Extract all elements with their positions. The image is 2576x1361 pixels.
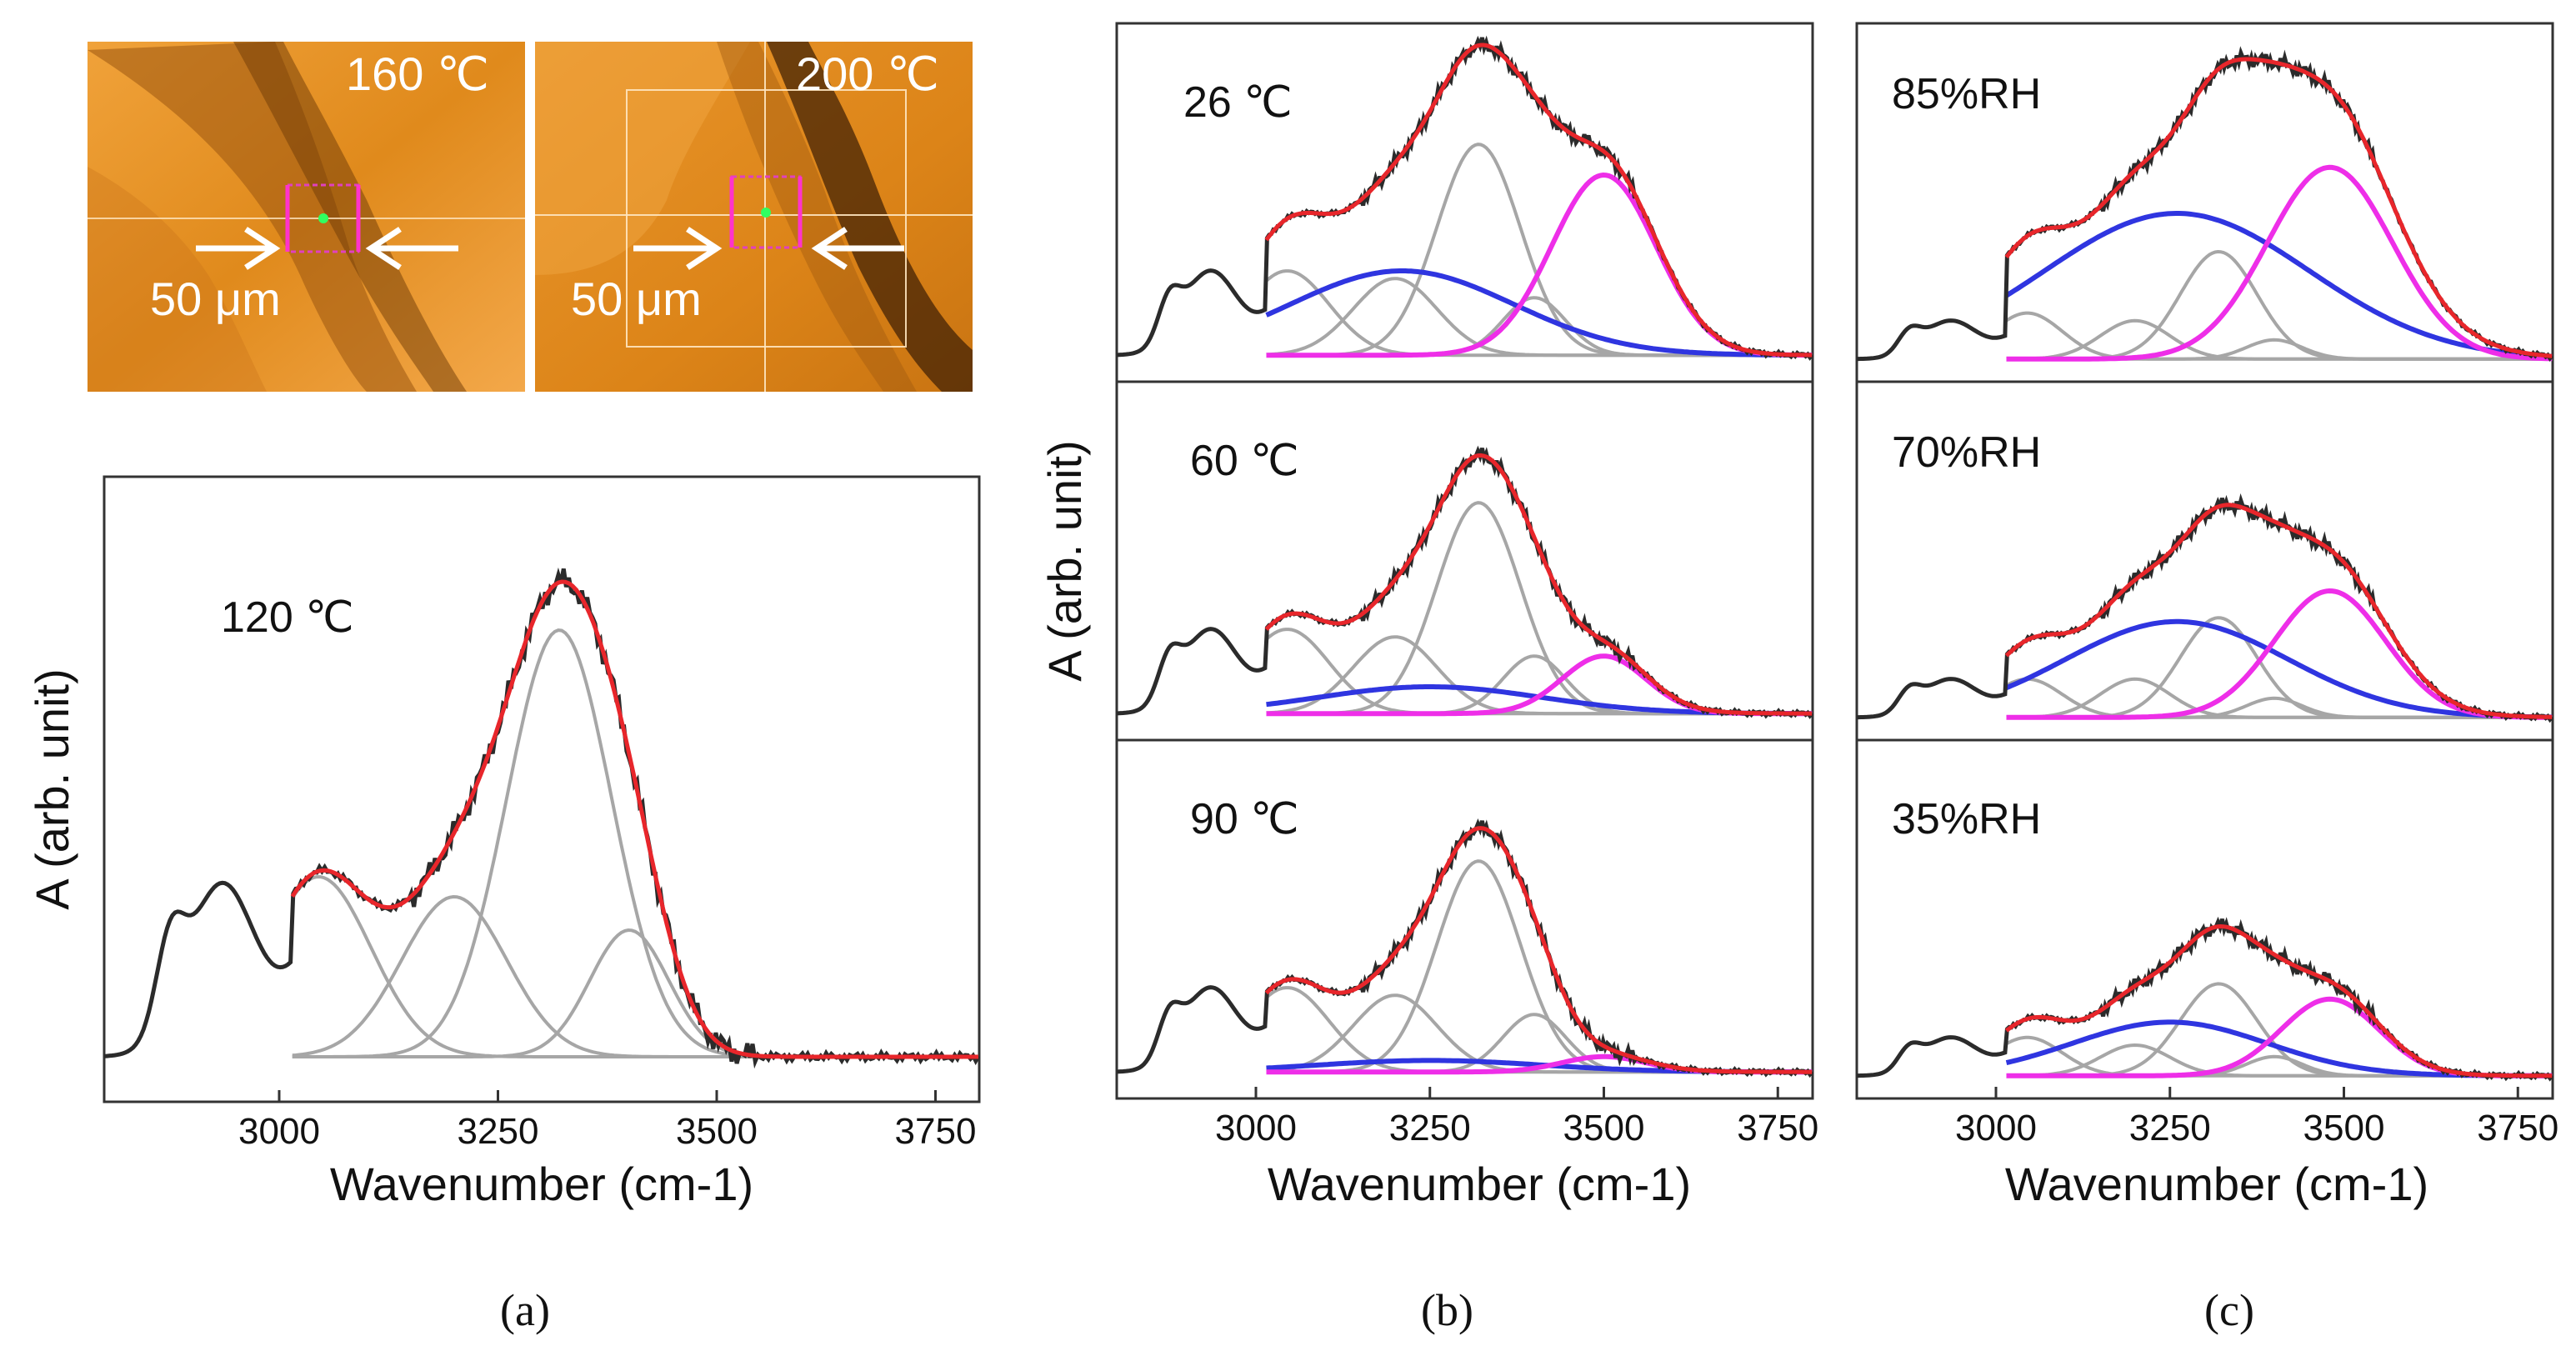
chart-b-x-tick-label-3500: 3500: [1563, 1108, 1645, 1148]
chart-panel-a: 120 ℃ 3000 3250 3500 3750 Wavenumber (cm-1)…: [26, 475, 981, 1210]
chart-c-sub3-measured-spectrum: [1857, 916, 2554, 1082]
chart-b-sub1-fit-curve: [1264, 43, 1813, 358]
chart-b-sub2-component-3-gray: [1266, 501, 1813, 716]
micrograph-200c-frame: [626, 89, 907, 348]
chart-c-x-tick-label-3000: 3000: [1955, 1108, 2037, 1148]
chart-a-component-2-gray: [292, 894, 978, 1058]
micrograph-160c-center-dot: [318, 213, 328, 223]
chart-a-x-tick-label-3500: 3500: [676, 1111, 758, 1152]
micrograph-200c-fiber-dark: [717, 42, 917, 392]
chart-b-sub1-component-5-blue: [1265, 268, 1813, 358]
chart-c-x-tick-label-3500: 3500: [2303, 1108, 2385, 1148]
chart-b-frame: [1115, 22, 1814, 1100]
micrograph-200c-scale-label: 50 μm: [571, 273, 702, 325]
arrow-right-icon: [633, 227, 723, 270]
chart-b-x-axis: 3000 3250 3500 3750: [1215, 1087, 1818, 1148]
chart-c-frame: [1855, 22, 2554, 1100]
chart-c-x-tick-label-3250: 3250: [2129, 1108, 2211, 1148]
chart-b-x-tick-label-3000: 3000: [1215, 1108, 1297, 1148]
chart-panel-b: 26 ℃ 60 ℃ 90 ℃ 3000 3250 3500 3750 Wavenumb…: [1038, 22, 1818, 1210]
micrograph-160c: 160 ℃ 50 μm: [88, 42, 525, 392]
chart-a-y-axis-title: A (arb. unit): [26, 668, 78, 909]
chart-a-x-tick-label-3750: 3750: [895, 1111, 977, 1152]
chart-panel-c: 85%RH 70%RH 35%RH 3000 3250 3500 3750 Waven…: [1855, 22, 2558, 1210]
chart-a-fit-curve: [290, 579, 978, 1059]
caption-b: (b): [1421, 1285, 1473, 1335]
caption-a: (a): [500, 1285, 550, 1335]
chart-b-sub3-component-3-gray: [1266, 859, 1813, 1074]
chart-b-sub1-component-3-gray: [1266, 143, 1813, 358]
chart-a-x-axis: 3000 3250 3500 3750: [238, 1090, 976, 1152]
micrograph-200c-highlight: [535, 42, 750, 275]
chart-c-sub2-fit-curve: [2004, 503, 2553, 719]
arrow-left-icon: [365, 227, 458, 270]
chart-b-plot-area: [1116, 35, 1814, 1078]
micrograph-160c-fiber-dark: [88, 42, 417, 392]
chart-b-x-tick-label-3250: 3250: [1389, 1108, 1471, 1148]
chart-c-sub1-component-1-gray: [2005, 311, 2553, 361]
chart-b-sub2-measured-spectrum: [1116, 445, 1814, 719]
chart-c-sub1-panel-label: 85%RH: [1892, 70, 2041, 118]
chart-b-sub3-component-2-gray: [1266, 993, 1813, 1074]
chart-a-x-tick-label-3250: 3250: [458, 1111, 539, 1152]
chart-c-sub1-fit-curve: [2004, 57, 2553, 358]
micrograph-160c-temperature-label: 160 ℃: [346, 48, 489, 100]
micrograph-160c-scale-label: 50 μm: [150, 273, 281, 325]
chart-b-sub3-panel-label: 90 ℃: [1190, 795, 1299, 843]
chart-c-sub2-measured-spectrum: [1857, 493, 2554, 723]
chart-a-x-tick-label-3000: 3000: [238, 1111, 320, 1152]
chart-b-sub2-fit-curve: [1264, 453, 1813, 716]
chart-c-sub3-panel-label: 35%RH: [1892, 795, 2041, 843]
chart-a-measured-spectrum: [103, 567, 981, 1069]
chart-b-sub2-panel-label: 60 ℃: [1190, 437, 1299, 485]
chart-c-sub1-component-5-blue: [2004, 211, 2553, 359]
micrograph-200c-fiber-edge: [767, 42, 973, 392]
chart-c-x-axis: 3000 3250 3500 3750: [1955, 1087, 2558, 1148]
chart-a-x-axis-title-text: Wavenumber (cm-1): [330, 1158, 753, 1210]
chart-a-x-axis-title: Wavenumber (cm-1): [330, 1158, 753, 1210]
chart-b-sub2-component-2-gray: [1266, 635, 1813, 716]
micrograph-160c-fiber-edge: [233, 42, 467, 392]
chart-b-x-tick-label-3750: 3750: [1737, 1108, 1818, 1148]
chart-c-sub3-fit-curve: [2005, 923, 2553, 1078]
chart-b-sub3-fit-curve: [1264, 826, 1813, 1074]
chart-b-sub3-measured-spectrum: [1116, 818, 1814, 1078]
chart-c-sub1-component-6-magenta: [2006, 164, 2553, 362]
chart-b-sub1-panel-label: 26 ℃: [1183, 78, 1293, 127]
caption-c: (c): [2204, 1285, 2254, 1335]
micrograph-200c: 200 ℃ 50 μm: [535, 42, 973, 392]
chart-b-y-axis-title: A (arb. unit): [1038, 440, 1091, 681]
chart-a-panel-label: 120 ℃: [221, 593, 354, 642]
chart-c-x-axis-title: Wavenumber (cm-1): [2005, 1158, 2428, 1210]
micrograph-200c-temperature-label: 200 ℃: [796, 48, 939, 100]
chart-c-plot-area: [1857, 46, 2554, 1082]
chart-c-sub2-panel-label: 70%RH: [1892, 428, 2041, 477]
micrograph-200c-center-dot: [761, 208, 771, 218]
micrograph-160c-shade: [88, 167, 267, 392]
arrow-left-icon: [811, 227, 904, 270]
chart-c-x-tick-label-3750: 3750: [2477, 1108, 2558, 1148]
chart-b-x-axis-title: Wavenumber (cm-1): [1268, 1158, 1691, 1210]
chart-c-sub2-component-5-blue: [2005, 618, 2553, 720]
chart-a-frame: [103, 475, 981, 1103]
arrow-right-icon: [196, 227, 281, 270]
chart-a-plot-area: [103, 567, 981, 1069]
